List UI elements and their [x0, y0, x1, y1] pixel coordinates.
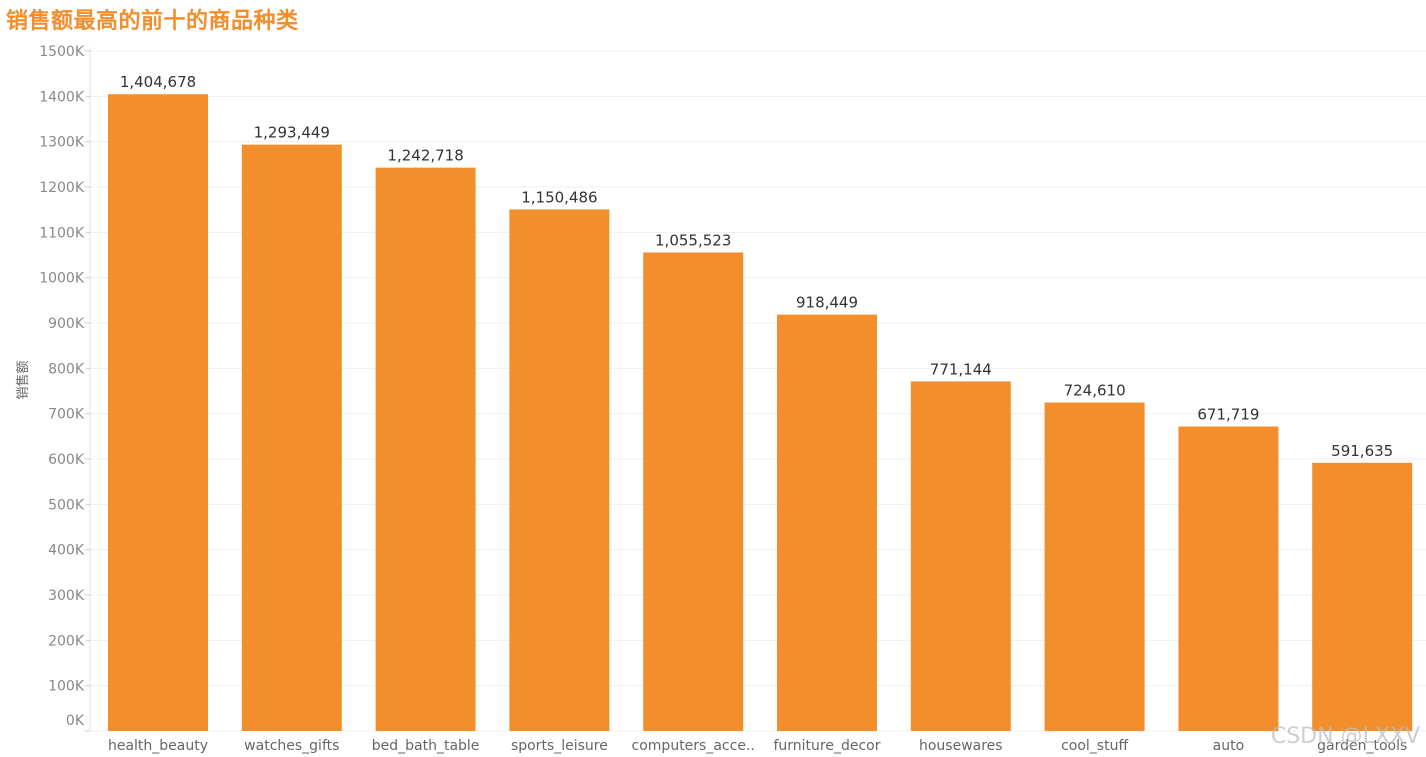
data-label: 771,144: [930, 360, 992, 378]
bar: [1044, 402, 1145, 731]
y-axis: 0K 100K 200K 300K 400K 500K 600K 700K 800K 900K 10…: [39, 44, 91, 732]
data-label: 671,719: [1197, 405, 1259, 423]
y-tick-label: 500K: [48, 497, 85, 513]
y-axis-title: 销售额: [15, 360, 31, 399]
bar: [777, 314, 877, 731]
x-tick-label: furniture_decor: [773, 738, 880, 754]
x-tick-label: cool_stuff: [1061, 738, 1128, 754]
y-tick-label: 0K: [66, 713, 85, 729]
y-tick-label: 1500K: [39, 44, 85, 60]
y-tick-label: 100K: [48, 679, 85, 695]
y-tick-label: 1200K: [39, 180, 85, 196]
y-tick-label: 1300K: [39, 135, 85, 151]
y-tick-label: 700K: [48, 407, 85, 423]
bar: [1312, 462, 1413, 731]
data-label: 591,635: [1331, 442, 1393, 460]
data-label: 1,404,678: [120, 73, 196, 91]
bar: [241, 144, 342, 731]
x-tick-label: auto: [1213, 738, 1245, 754]
y-tick-label: 1100K: [39, 225, 85, 241]
bar: [910, 381, 1011, 731]
bar: [1178, 426, 1279, 731]
y-tick-label: 300K: [48, 588, 85, 604]
y-tick-label: 800K: [48, 361, 85, 377]
data-label: 1,150,486: [521, 188, 597, 206]
x-tick-label: watches_gifts: [244, 738, 339, 754]
data-label: 1,055,523: [655, 231, 731, 249]
data-label: 918,449: [796, 294, 858, 312]
y-tick-label: 1400K: [39, 89, 85, 105]
data-label: 724,610: [1064, 382, 1126, 400]
x-tick-label: garden_tools: [1317, 738, 1407, 754]
x-tick-label: health_beauty: [108, 738, 208, 754]
y-tick-label: 200K: [48, 633, 85, 649]
watermark: CSDN @LXXV: [1270, 724, 1420, 749]
y-tick-label: 1000K: [39, 271, 85, 287]
bar: [375, 167, 476, 731]
x-tick-label: sports_leisure: [511, 738, 608, 754]
chart-title: 销售额最高的前十的商品种类: [6, 9, 299, 34]
x-tick-label: bed_bath_table: [372, 738, 480, 754]
data-label: 1,293,449: [254, 124, 330, 142]
data-label: 1,242,718: [387, 147, 463, 165]
x-tick-label: housewares: [919, 738, 1003, 754]
y-tick-label: 400K: [48, 543, 85, 559]
y-tick-label: 900K: [48, 316, 85, 332]
y-tick-label: 600K: [48, 452, 85, 468]
bars: [108, 94, 1413, 731]
bar: [643, 252, 744, 731]
data-labels: 1,404,678 1,293,449 1,242,718 1,150,486 1,05…: [120, 73, 1393, 460]
bar: [108, 94, 208, 731]
bar: [509, 209, 610, 731]
x-tick-label: computers_acce..: [632, 738, 755, 754]
x-axis: health_beauty watches_gifts bed_bath_table…: [108, 738, 1407, 754]
